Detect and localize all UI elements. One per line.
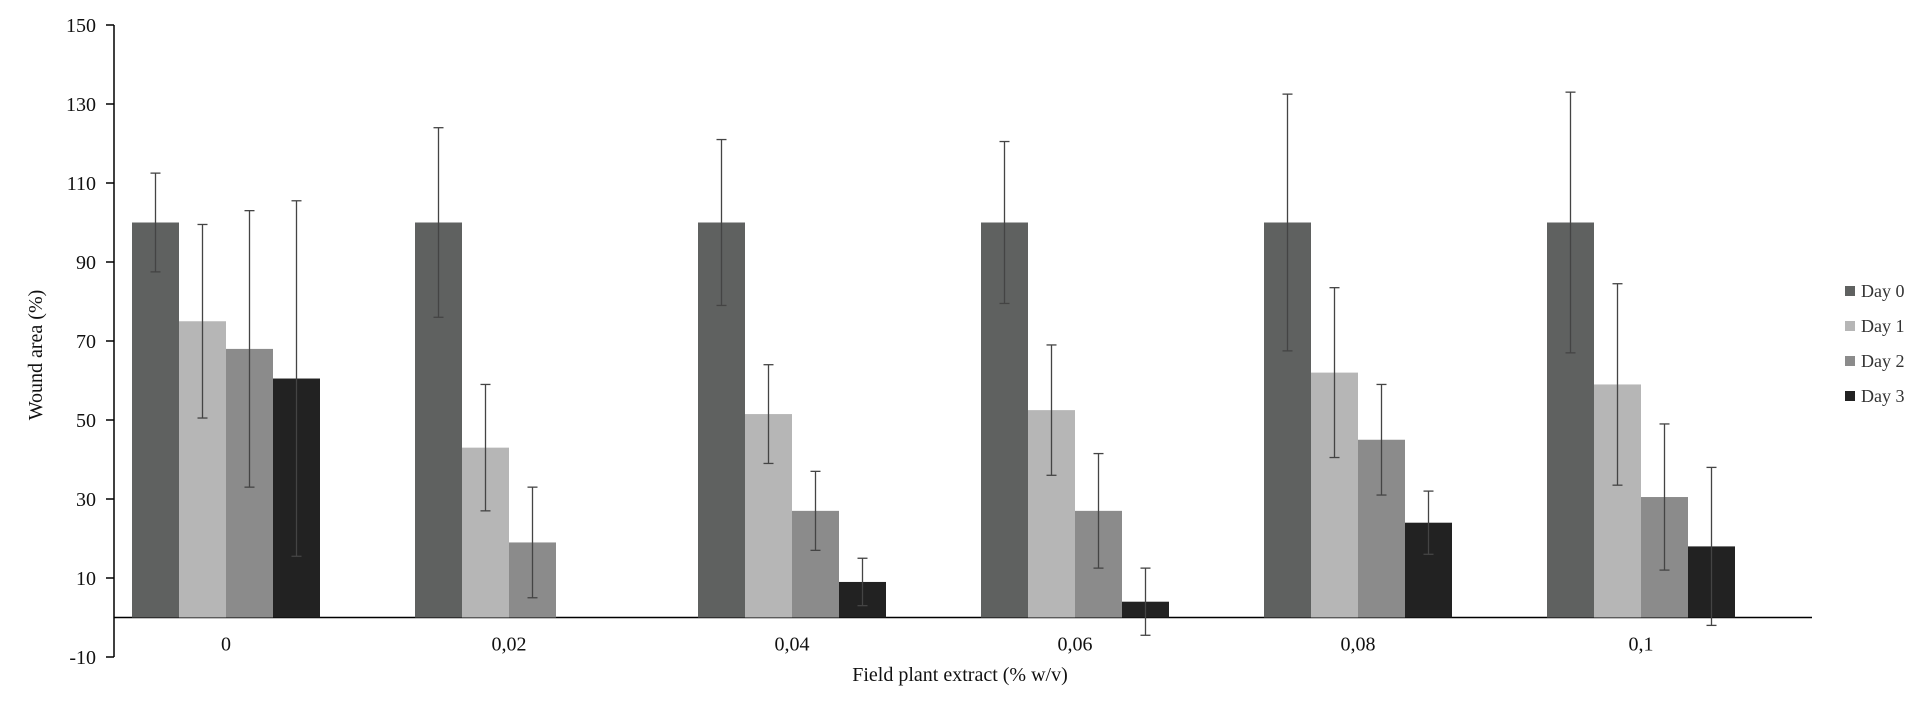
y-tick-label: -10 [69,647,96,669]
legend-label: Day 2 [1861,351,1905,371]
x-axis: 0 0,02 0,04 0,06 0,08 0,1 [114,616,1812,656]
legend-swatch [1845,391,1855,401]
y-axis-title: Wound area (%) [25,290,47,421]
bars-layer [132,222,1735,618]
legend: Day 0 Day 1 Day 2 Day 3 [1845,281,1905,406]
y-tick-label: 50 [76,410,96,432]
legend-swatch [1845,321,1855,331]
y-tick-label: 110 [67,173,96,195]
y-tick-label: 70 [76,331,96,353]
error-bars-layer [150,91,1717,636]
legend-label: Day 1 [1861,316,1905,336]
x-tick-label: 0 [221,634,231,656]
x-tick-label: 0,02 [492,634,527,656]
legend-label: Day 0 [1861,281,1905,301]
x-tick-label: 0,08 [1341,634,1376,656]
legend-swatch [1845,356,1855,366]
y-tick-label: 150 [66,15,96,37]
x-tick-label: 0,1 [1629,634,1654,656]
legend-label: Day 3 [1861,386,1905,406]
x-tick-label: 0,04 [775,634,810,656]
y-axis: -10 10 30 50 70 90 110 130 150 [66,15,115,669]
legend-swatch [1845,286,1855,296]
y-tick-label: 30 [76,489,96,511]
bar-day-0-0 [132,222,179,618]
y-tick-label: 90 [76,252,96,274]
y-tick-label: 10 [76,568,96,590]
x-tick-label: 0,06 [1058,634,1093,656]
x-axis-title: Field plant extract (% w/v) [852,664,1068,686]
y-tick-label: 130 [66,94,96,116]
